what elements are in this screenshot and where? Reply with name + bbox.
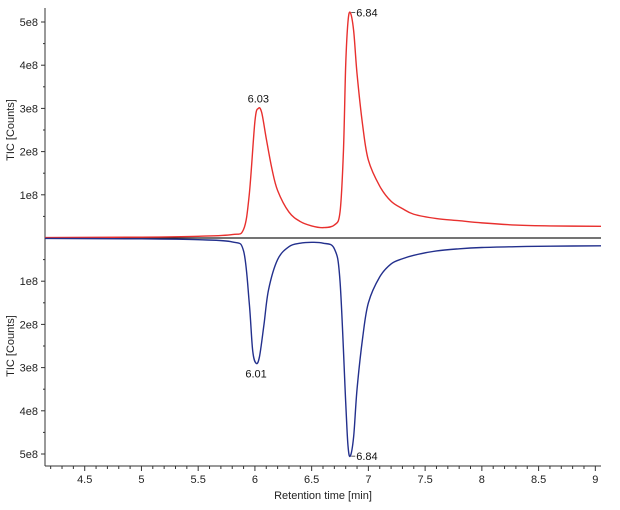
x-tick-label: 5.5 — [191, 474, 206, 486]
bottom-y-tick-label: 5e8 — [20, 449, 38, 461]
bottom-y-tick-label: 3e8 — [20, 363, 38, 375]
x-tick-label: 8 — [479, 474, 485, 486]
bottom-peak-label: 6.84 — [356, 451, 377, 463]
x-tick-label: 5 — [138, 474, 144, 486]
top-y-axis-title: TIC [Counts] — [5, 99, 17, 161]
bottom-series-line — [44, 237, 602, 458]
top-y-tick-label: 3e8 — [20, 103, 38, 115]
x-tick-label: 8.5 — [531, 474, 546, 486]
x-tick-label: 6 — [252, 474, 258, 486]
axes: 4.5 5 5.5 6 6.5 7 7.5 8 8.5 9 1e8 2e8 3e8 4e8 5e8 TIC [… — [5, 8, 601, 486]
bottom-y-tick-label: 2e8 — [20, 319, 38, 331]
top-y-tick-label: 5e8 — [20, 17, 38, 29]
x-tick-label: 4.5 — [77, 474, 92, 486]
x-axis-title: Retention time [min] — [274, 490, 372, 502]
bottom-y-axis-title: TIC [Counts] — [5, 315, 17, 377]
top-series-line — [44, 11, 602, 239]
bottom-peak-label: 6.01 — [245, 368, 266, 380]
top-peak-label: 6.84 — [356, 7, 377, 19]
bottom-y-tick-label: 1e8 — [20, 276, 38, 288]
x-tick-label: 7 — [365, 474, 371, 486]
bottom-plot: 6.01 6.84 — [44, 237, 602, 463]
x-tick-label: 9 — [592, 474, 598, 486]
x-tick-label: 7.5 — [417, 474, 432, 486]
top-y-tick-label: 2e8 — [20, 147, 38, 159]
top-y-tick-label: 1e8 — [20, 190, 38, 202]
top-peak-label: 6.03 — [248, 93, 269, 105]
x-tick-label: 6.5 — [304, 474, 319, 486]
top-y-tick-label: 4e8 — [20, 60, 38, 72]
bottom-y-tick-label: 4e8 — [20, 406, 38, 418]
top-plot: 6.03 6.84 — [44, 7, 602, 239]
